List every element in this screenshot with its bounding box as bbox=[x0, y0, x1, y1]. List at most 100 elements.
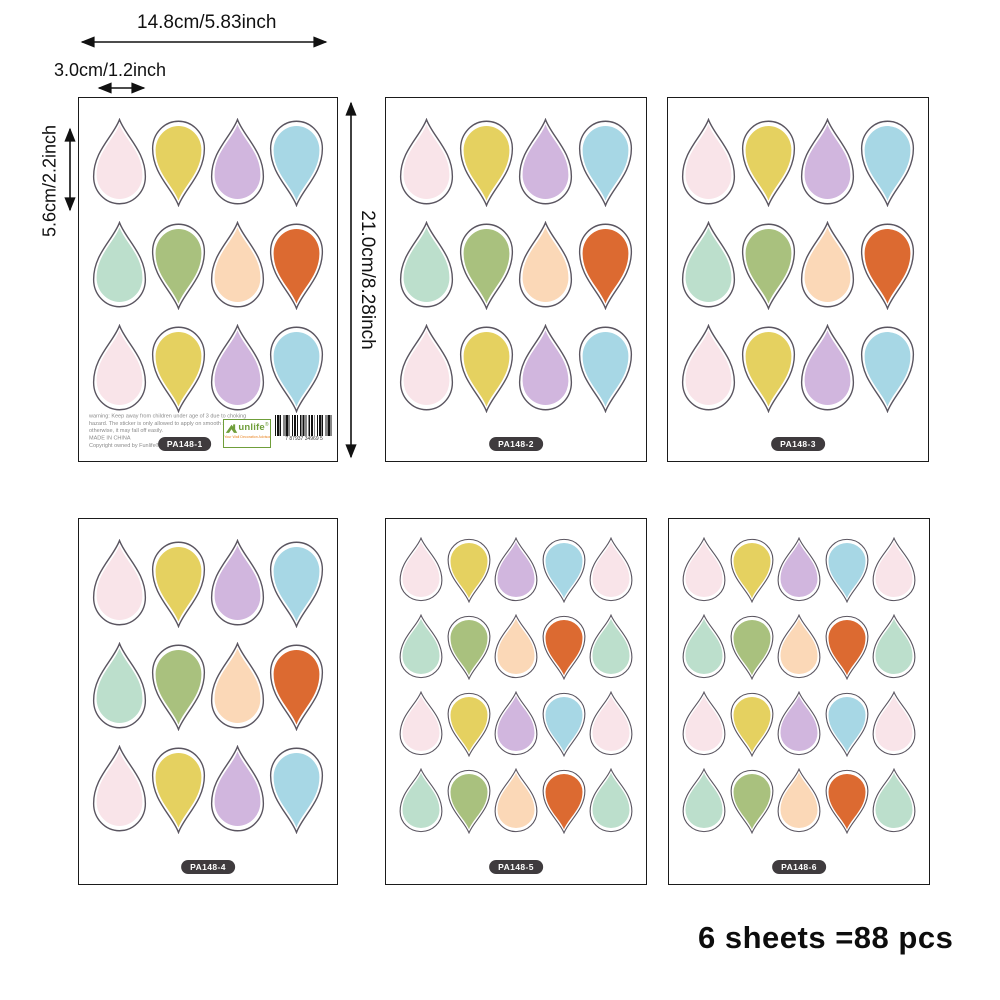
warning-line: hazard. The sticker is only allowed to a… bbox=[89, 420, 243, 427]
total-count-label: 6 sheets =88 pcs bbox=[698, 920, 954, 955]
teardrop-sticker bbox=[459, 120, 513, 207]
teardrop-sticker bbox=[741, 120, 795, 207]
teardrop-sticker bbox=[447, 538, 490, 603]
teardrop-sticker bbox=[777, 768, 821, 833]
teardrop-sticker bbox=[269, 223, 324, 310]
teardrop-sticker bbox=[872, 537, 916, 602]
barcode-digits: 7 87937 34969 5 bbox=[285, 436, 323, 442]
drop-row bbox=[91, 221, 325, 310]
teardrop-sticker bbox=[682, 768, 726, 833]
sheet-width-label: 14.8cm/5.83inch bbox=[137, 12, 277, 33]
sheet-code-badge: PA148-5 bbox=[489, 860, 543, 874]
teardrop-sticker bbox=[447, 769, 490, 834]
drop-row bbox=[680, 324, 916, 413]
teardrop-sticker bbox=[269, 747, 324, 834]
warning-line: MADE IN CHINA bbox=[89, 435, 131, 442]
drop-row bbox=[398, 118, 634, 207]
teardrop-sticker bbox=[494, 614, 538, 679]
teardrop-sticker bbox=[777, 537, 821, 602]
warning-line: Copyright owned by Funlife® bbox=[89, 442, 160, 449]
sticker-sheet-3: PA148-3 bbox=[667, 97, 929, 462]
teardrop-sticker bbox=[578, 120, 633, 207]
drops-grid bbox=[668, 98, 928, 413]
drop-row bbox=[398, 324, 634, 413]
warning-line: otherwise, it may fall off easily. bbox=[89, 427, 164, 434]
sticker-sheet-2: PA148-2 bbox=[385, 97, 647, 462]
sheet-code-badge: PA148-4 bbox=[181, 860, 235, 874]
drop-row bbox=[398, 614, 634, 680]
teardrop-sticker bbox=[399, 768, 443, 833]
teardrop-sticker bbox=[681, 324, 736, 411]
sheet-code-badge: PA148-2 bbox=[489, 437, 543, 451]
teardrop-sticker bbox=[741, 326, 795, 413]
teardrop-sticker bbox=[519, 221, 573, 308]
teardrop-sticker bbox=[777, 614, 821, 679]
teardrop-sticker bbox=[269, 120, 324, 207]
teardrop-sticker bbox=[494, 768, 538, 833]
house-roof-icon bbox=[226, 423, 238, 433]
teardrop-sticker bbox=[399, 221, 454, 308]
teardrop-sticker bbox=[801, 324, 855, 411]
teardrop-sticker bbox=[589, 768, 633, 833]
teardrop-sticker bbox=[872, 691, 916, 756]
teardrop-sticker bbox=[399, 118, 454, 205]
teardrop-sticker bbox=[459, 223, 513, 310]
teardrop-sticker bbox=[860, 120, 915, 207]
sticker-sheet-4: PA148-4 bbox=[78, 518, 338, 885]
teardrop-sticker bbox=[269, 644, 324, 731]
teardrop-sticker bbox=[399, 324, 454, 411]
teardrop-sticker bbox=[92, 539, 147, 626]
teardrop-sticker bbox=[872, 614, 916, 679]
teardrop-sticker bbox=[92, 221, 147, 308]
teardrop-sticker bbox=[151, 644, 206, 731]
drop-height-label: 5.6cm/2.2inch bbox=[39, 124, 60, 238]
teardrop-sticker bbox=[92, 642, 147, 729]
drops-grid bbox=[79, 519, 337, 834]
drop-row bbox=[398, 221, 634, 310]
teardrop-sticker bbox=[682, 691, 726, 756]
teardrop-sticker bbox=[682, 537, 726, 602]
teardrop-sticker bbox=[269, 541, 324, 628]
drops-grid bbox=[386, 519, 646, 834]
teardrop-sticker bbox=[92, 118, 147, 205]
teardrop-sticker bbox=[210, 539, 265, 626]
teardrop-sticker bbox=[151, 120, 206, 207]
teardrop-sticker bbox=[210, 118, 265, 205]
barcode: 7 87937 34969 5 bbox=[275, 415, 333, 447]
teardrop-sticker bbox=[151, 326, 206, 413]
drop-row bbox=[680, 118, 916, 207]
teardrop-sticker bbox=[542, 615, 585, 680]
teardrop-sticker bbox=[151, 223, 206, 310]
drop-row bbox=[680, 221, 916, 310]
teardrop-sticker bbox=[399, 614, 443, 679]
teardrop-sticker bbox=[801, 221, 855, 308]
teardrop-sticker bbox=[542, 692, 585, 757]
teardrop-sticker bbox=[459, 326, 513, 413]
drop-row bbox=[681, 614, 917, 680]
teardrop-sticker bbox=[730, 692, 773, 757]
teardrop-sticker bbox=[741, 223, 795, 310]
teardrop-sticker bbox=[801, 118, 855, 205]
sheet-code-badge: PA148-3 bbox=[771, 437, 825, 451]
teardrop-sticker bbox=[542, 769, 585, 834]
teardrop-sticker bbox=[589, 614, 633, 679]
sticker-sheet-1: warning: Keep away from children under a… bbox=[78, 97, 338, 462]
drop-row bbox=[91, 324, 325, 413]
teardrop-sticker bbox=[730, 615, 773, 680]
teardrop-sticker bbox=[151, 541, 206, 628]
drops-grid bbox=[669, 519, 929, 834]
drop-row bbox=[681, 768, 917, 834]
drop-row bbox=[681, 537, 917, 603]
barcode-bars bbox=[275, 415, 333, 436]
teardrop-sticker bbox=[519, 324, 573, 411]
teardrop-sticker bbox=[730, 769, 773, 834]
teardrop-sticker bbox=[494, 691, 538, 756]
teardrop-sticker bbox=[269, 326, 324, 413]
teardrop-sticker bbox=[399, 691, 443, 756]
teardrop-sticker bbox=[92, 745, 147, 832]
teardrop-sticker bbox=[210, 324, 265, 411]
teardrop-sticker bbox=[399, 537, 443, 602]
drops-grid bbox=[386, 98, 646, 413]
registered-mark: ® bbox=[264, 421, 269, 428]
